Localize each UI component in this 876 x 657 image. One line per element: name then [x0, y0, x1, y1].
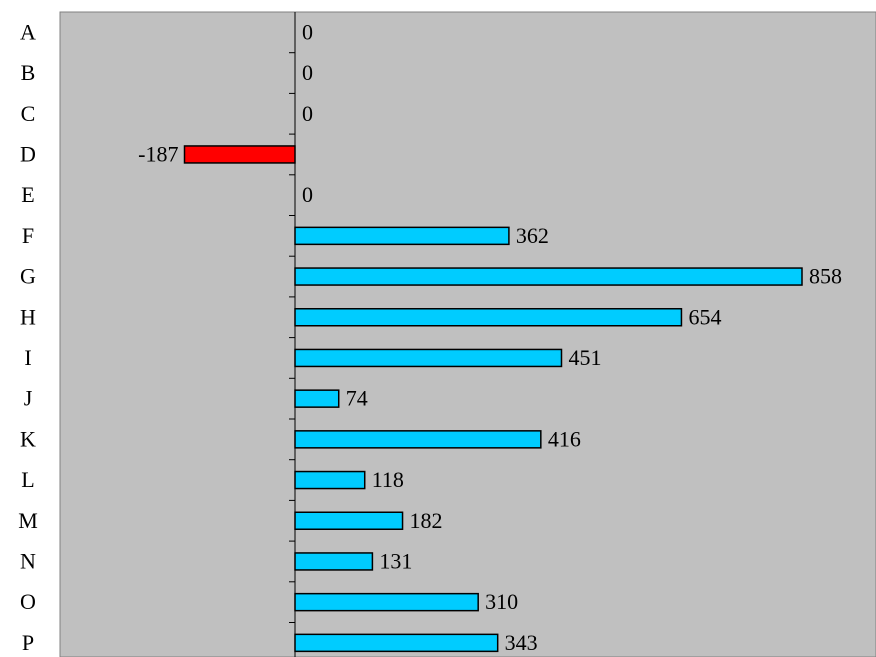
category-label-d: D: [20, 141, 36, 166]
category-label-m: M: [18, 508, 38, 533]
bar-k: [294, 430, 542, 449]
category-label-f: F: [22, 223, 34, 248]
category-label-l: L: [21, 467, 34, 492]
bar-n: [294, 552, 374, 571]
value-label-m: 182: [410, 508, 443, 533]
value-label-b: 0: [302, 60, 313, 85]
category-label-g: G: [20, 264, 36, 289]
plot-area: [59, 11, 876, 657]
category-label-o: O: [20, 589, 36, 614]
bar-m: [294, 511, 404, 530]
value-label-f: 362: [516, 223, 549, 248]
value-label-n: 131: [379, 548, 412, 573]
value-label-p: 343: [505, 630, 538, 655]
category-label-c: C: [21, 101, 36, 126]
value-label-i: 451: [569, 345, 602, 370]
category-label-k: K: [20, 426, 36, 451]
category-label-i: I: [24, 345, 31, 370]
category-label-b: B: [21, 60, 36, 85]
bar-l: [294, 470, 366, 490]
category-label-h: H: [20, 304, 36, 329]
bar-o: [294, 592, 479, 612]
bar-i: [294, 348, 563, 368]
value-label-j: 74: [346, 386, 368, 411]
bar-j: [294, 389, 340, 408]
category-label-n: N: [20, 548, 36, 573]
category-label-j: J: [24, 386, 33, 411]
value-label-h: 654: [688, 304, 721, 329]
value-label-c: 0: [302, 101, 313, 126]
value-label-e: 0: [302, 182, 313, 207]
value-label-g: 858: [809, 264, 842, 289]
bar-h: [294, 308, 683, 327]
category-label-e: E: [21, 182, 34, 207]
bar-g: [294, 267, 803, 286]
bar-f: [294, 226, 510, 246]
value-label-a: 0: [302, 19, 313, 44]
bar-p: [294, 633, 499, 653]
bar-d: [183, 145, 296, 164]
value-label-k: 416: [548, 426, 581, 451]
value-label-o: 310: [485, 589, 518, 614]
value-label-d: -187: [138, 141, 178, 166]
value-label-l: 118: [372, 467, 404, 492]
category-label-p: P: [22, 630, 34, 655]
axis-ticks: [289, 52, 295, 623]
category-label-a: A: [20, 19, 36, 44]
